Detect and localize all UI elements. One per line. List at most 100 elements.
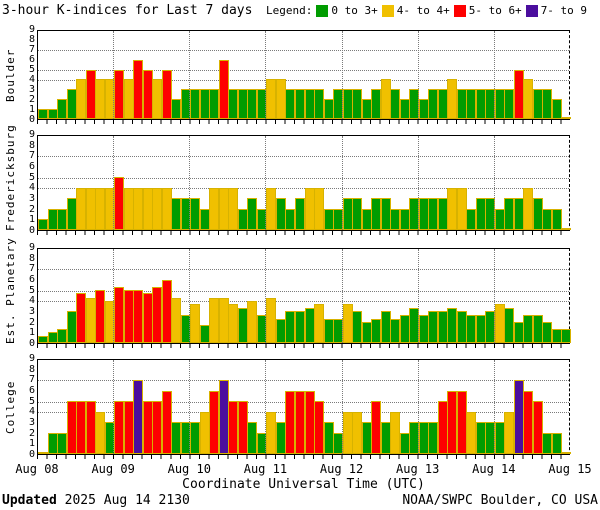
v-gridline-day xyxy=(189,249,191,343)
k-bar xyxy=(38,452,49,454)
k-bar xyxy=(266,79,277,119)
x-tick-label: Aug 09 xyxy=(91,462,135,476)
k-bar xyxy=(428,89,439,119)
k-bar xyxy=(399,208,410,230)
k-bar xyxy=(428,422,439,454)
legend-swatch-icon xyxy=(316,4,329,17)
k-bar xyxy=(95,187,106,230)
k-bar xyxy=(513,321,524,343)
k-bar xyxy=(494,89,505,119)
k-bar xyxy=(466,411,477,454)
source-attribution: NOAA/SWPC Boulder, CO USA xyxy=(402,493,598,508)
k-bar xyxy=(161,390,172,454)
panel-college xyxy=(37,359,572,455)
k-bar xyxy=(228,89,239,119)
k-bar xyxy=(66,89,77,119)
y-tick-label: 1 xyxy=(28,214,35,226)
k-bar xyxy=(447,187,458,230)
k-bar xyxy=(57,432,68,454)
k-bar xyxy=(247,300,258,343)
k-bar xyxy=(513,380,524,454)
k-bar xyxy=(390,318,401,343)
k-bar xyxy=(114,177,125,230)
k-bar xyxy=(304,390,315,454)
v-gridline-day xyxy=(189,31,191,119)
k-bar xyxy=(294,390,305,454)
k-bar xyxy=(275,198,286,230)
k-bar xyxy=(247,422,258,454)
k-bar xyxy=(171,99,182,119)
updated-timestamp: Updated 2025 Aug 14 2130 xyxy=(2,493,190,508)
k-bar xyxy=(95,79,106,119)
y-tick-label: 8 xyxy=(28,252,35,264)
k-bar xyxy=(399,432,410,454)
panel-est-planetary xyxy=(37,248,572,344)
k-bar xyxy=(152,287,163,343)
y-tick-label: 5 xyxy=(28,171,35,183)
legend-item-label: 4- to 4+ xyxy=(396,4,450,17)
k-bar xyxy=(456,390,467,454)
k-bar xyxy=(133,187,144,230)
v-gridline-day xyxy=(493,136,495,230)
h-gridline-k5 xyxy=(38,290,569,292)
k-bar xyxy=(390,411,401,454)
k-bar xyxy=(371,89,382,119)
k-bar xyxy=(561,117,572,119)
k-bar xyxy=(209,187,220,230)
k-bar xyxy=(47,109,58,119)
y-tick-label: 6 xyxy=(28,274,35,285)
k-bar xyxy=(513,198,524,230)
k-bar xyxy=(551,208,562,230)
k-bar xyxy=(247,89,258,119)
y-tick-label: 2 xyxy=(28,203,35,215)
y-tick-label: 9 xyxy=(28,353,35,364)
k-bar xyxy=(199,89,210,119)
k-bar xyxy=(532,401,543,454)
y-tick-label: 0 xyxy=(28,114,35,125)
y-tick-label: 7 xyxy=(28,374,35,386)
x-tick-label: Aug 12 xyxy=(319,462,364,476)
k-bar xyxy=(437,89,448,119)
k-bar xyxy=(171,198,182,230)
k-bar xyxy=(456,311,467,343)
k-bar xyxy=(133,59,144,119)
updated-value: 2025 Aug 14 2130 xyxy=(56,493,190,508)
h-gridline-k7 xyxy=(38,156,569,158)
y-tick-label: 9 xyxy=(28,24,35,35)
k-bar xyxy=(390,89,401,119)
k-bar xyxy=(76,187,87,230)
k-bar xyxy=(304,308,315,343)
k-bar xyxy=(152,187,163,230)
k-bar xyxy=(123,79,134,119)
x-axis-title: Coordinate Universal Time (UTC) xyxy=(182,477,425,492)
v-gridline-day xyxy=(265,136,267,230)
k-bar xyxy=(428,311,439,343)
k-bar xyxy=(561,452,572,454)
v-gridline-day xyxy=(265,31,267,119)
h-gridline-k7 xyxy=(38,380,569,382)
k-bar xyxy=(294,311,305,343)
k-bar xyxy=(551,432,562,454)
k-bar xyxy=(428,198,439,230)
legend-item: 5- to 6+ xyxy=(453,4,522,17)
h-gridline-k7 xyxy=(38,50,569,51)
y-tick-label: 2 xyxy=(28,427,35,439)
k-bar xyxy=(504,89,515,119)
k-bar xyxy=(76,293,87,343)
x-axis-tick-marks xyxy=(37,120,570,124)
y-tick-label: 1 xyxy=(28,438,35,450)
k-bar xyxy=(294,89,305,119)
legend-item: 7- to 9 xyxy=(525,4,587,17)
k-bar xyxy=(314,187,325,230)
k-bar xyxy=(123,401,134,454)
x-axis-tick-marks xyxy=(37,455,570,459)
panel-fredericksburg xyxy=(37,135,572,231)
v-gridline-day xyxy=(113,31,115,119)
k-bar xyxy=(542,432,553,454)
k-bar xyxy=(133,380,144,454)
x-tick-label: Aug 14 xyxy=(472,462,516,476)
k-bar xyxy=(475,89,486,119)
k-bar xyxy=(561,228,572,230)
y-tick-label: 3 xyxy=(28,193,35,204)
